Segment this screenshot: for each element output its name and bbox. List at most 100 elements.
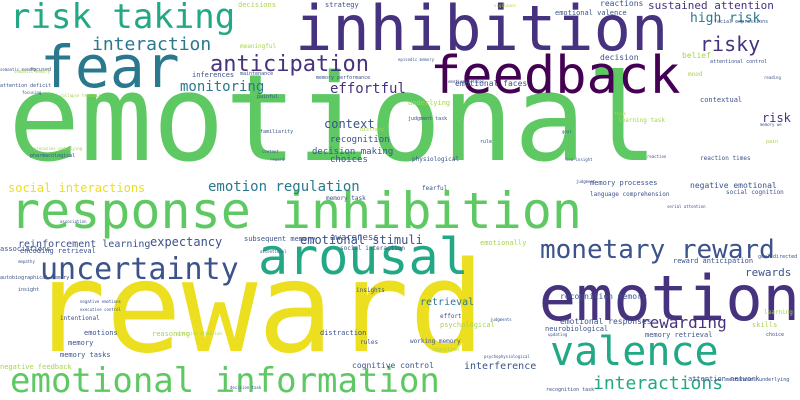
word-emotion-regulation: emotion regulation <box>208 179 360 195</box>
word-memory: memory <box>68 339 94 347</box>
word-high-risk: high risk <box>690 11 761 26</box>
word-risk: risk <box>762 111 791 125</box>
word-emotional-responses: emotional responses <box>560 317 652 326</box>
word-social-interactions: social interactions <box>8 181 146 195</box>
word-rewarding: rewarding <box>640 313 727 332</box>
word-memory-tasks: memory tasks <box>60 351 111 359</box>
word-association: association <box>60 219 87 224</box>
word-fearful: fearful <box>422 185 448 192</box>
word-language-comprehension: language comprehension <box>590 191 670 198</box>
word-awareness: awareness <box>330 233 379 243</box>
word-neurobiological: neurobiological <box>545 325 609 333</box>
word-monetary-reward: monetary reward <box>540 235 775 265</box>
word-emotionally: emotionally <box>480 239 527 247</box>
word-semantic-memory: semantic memory <box>14 69 51 74</box>
word-rewards: rewards <box>745 266 792 279</box>
word-emotional: emotional <box>8 50 659 189</box>
word-emotion: emotion <box>538 262 800 335</box>
word-encoding-retrieval: encoding retrieval <box>20 247 96 255</box>
word-semantic-memory: semantic memory <box>0 67 37 72</box>
word-meaningful: meaningful <box>240 43 277 50</box>
word-painful: painful <box>257 94 279 100</box>
word-maintenance: maintenance <box>240 71 274 77</box>
word-interactions: interactions <box>593 373 724 394</box>
word-belief: belief <box>682 51 711 60</box>
word-selective-attention: selective attention <box>176 331 222 336</box>
word-judgments: judgments <box>490 317 512 322</box>
word-reaction: reaction <box>647 154 667 159</box>
word-social-cognition: social cognition <box>726 189 784 196</box>
word-cognition: cognition <box>432 347 460 353</box>
word-learning: learning <box>764 309 793 316</box>
word-memory-retrieval: memory retrieval <box>645 331 713 339</box>
word-associations: associations <box>0 245 51 253</box>
word-familiarity: familiarity <box>260 129 294 135</box>
word-decisions: decisions <box>238 1 276 9</box>
word-empathy: empathy <box>18 259 35 264</box>
word-autobiographical-memory: autobiographical memory <box>0 275 70 281</box>
word-recognition-task: recognition task <box>546 387 595 393</box>
word-reactions: reactions <box>600 0 644 8</box>
word-decision-making: decision making <box>312 147 394 157</box>
word-emotional-faces: emotional faces <box>448 79 485 84</box>
word-physiological: physiological <box>412 156 459 163</box>
word-attentional: attentional <box>260 249 287 254</box>
word-facial-expressions: facial expressions <box>714 19 769 25</box>
word-mechanisms-underlying: mechanisms underlying <box>726 377 790 383</box>
word-focus: focus <box>614 111 627 116</box>
word-pain: pain <box>766 139 779 145</box>
word-content: content <box>262 149 279 154</box>
word-decision-task: decision task <box>230 385 262 390</box>
word-new-insight: new insight <box>566 157 593 162</box>
word-reasoning: reasoning <box>152 330 190 338</box>
word-episodic-memory: episodic memory <box>398 57 435 62</box>
word-distraction: distraction <box>320 329 367 337</box>
word-memory-performance: memory performance <box>316 75 371 81</box>
word-memory-processes: memory processes <box>590 179 658 187</box>
word-arousal: arousal <box>258 228 469 286</box>
word-reinforcement-learning: reinforcement learning <box>18 239 151 250</box>
word-feedback: feedback <box>430 46 681 106</box>
word-strategy: strategy <box>325 1 359 9</box>
word-reward: reward <box>270 157 285 162</box>
word-inferences: inferences <box>192 71 235 79</box>
word-attentional-control: attentional control <box>710 59 768 65</box>
word-judgment-task: judgment task <box>408 116 448 122</box>
word-rule: rule <box>480 139 493 145</box>
word-emotional-faces: emotional faces <box>455 79 528 88</box>
word-inhibition: inhibition <box>295 0 669 65</box>
word-vigilance: vigilance <box>494 3 516 8</box>
word-serial-attention: serial attention <box>667 204 706 209</box>
word-risk-taking: risk taking <box>10 0 236 37</box>
word-distress: distress <box>360 127 385 133</box>
word-subsequent-memory: subsequent memory <box>244 235 316 243</box>
word-memory-we: memory we <box>760 122 782 127</box>
word-cognitive-control: cognitive control <box>352 361 434 370</box>
word-underlying: underlying <box>408 99 451 107</box>
word-effortful: effortful <box>330 81 406 97</box>
word-monitoring: monitoring <box>180 79 265 95</box>
word-rules: rules <box>360 339 379 346</box>
word-learning-task: learning task <box>618 117 665 124</box>
word-updating: updating <box>548 332 568 337</box>
word-context: context <box>324 117 375 131</box>
word-emotions: emotions <box>84 329 118 337</box>
word-negative-feedback: negative feedback <box>0 363 72 371</box>
word-attention-deficit: attention deficit <box>0 83 52 89</box>
word-intentional: intentional <box>60 315 100 322</box>
word-memory-task: memory task <box>326 195 366 202</box>
word-fear: fear <box>40 33 180 101</box>
word-working-memory: working memory <box>410 338 461 345</box>
word-executive-control: executive control <box>80 307 121 312</box>
word-skills: skills <box>752 321 778 329</box>
word-emotional-stimuli: emotional stimuli <box>300 233 423 247</box>
word-psychological: psychological <box>440 321 495 329</box>
word-response-inhibition: response inhibition <box>10 182 582 240</box>
word-reward: reward <box>30 234 486 381</box>
word-interference: interference <box>464 361 537 372</box>
word-anticipation: anticipation <box>210 52 369 77</box>
word-contextual: contextual <box>700 96 743 104</box>
word-judgment: judgment <box>576 179 596 184</box>
word-interaction: interaction <box>92 34 212 55</box>
